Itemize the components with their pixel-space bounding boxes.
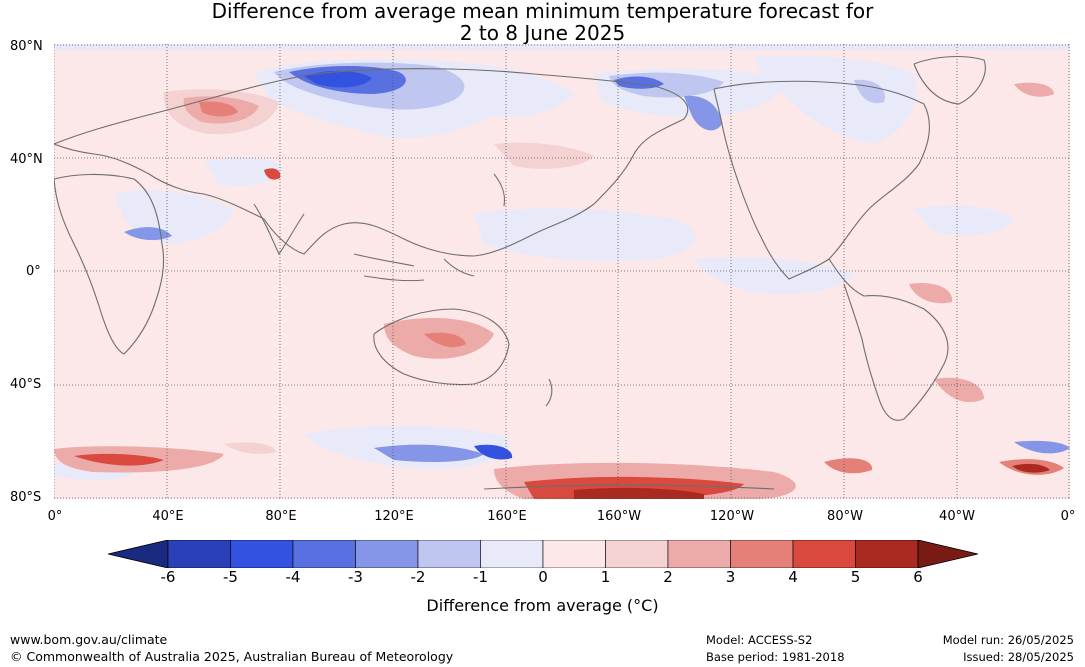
lat-label-80n: 80°N bbox=[10, 39, 43, 54]
lon-label-80w: 80°W bbox=[827, 509, 863, 524]
warm-spot-himalaya bbox=[264, 168, 281, 180]
colorbar bbox=[107, 539, 979, 569]
lat-label-0: 0° bbox=[26, 264, 41, 279]
title-line-1: Difference from average mean minimum tem… bbox=[211, 0, 874, 23]
model-text: Model: ACCESS-S2 bbox=[706, 633, 813, 647]
warm-region-antarctic bbox=[54, 442, 1064, 499]
colorbar-cell bbox=[605, 539, 669, 569]
lat-label-40s: 40°S bbox=[10, 377, 42, 392]
title-line-2: 2 to 8 June 2025 bbox=[459, 21, 626, 45]
colorbar-tick-label: 6 bbox=[913, 568, 923, 586]
lat-label-80s: 80°S bbox=[10, 490, 42, 505]
colorbar-tick-label: -5 bbox=[223, 568, 238, 586]
colorbar-tick-label: 4 bbox=[788, 568, 798, 586]
colorbar-extend-high bbox=[917, 539, 979, 569]
colorbar-svg bbox=[107, 539, 979, 569]
colorbar-cell bbox=[792, 539, 856, 569]
colorbar-cell bbox=[542, 539, 606, 569]
lon-label-160w: 160°W bbox=[596, 509, 642, 524]
cool-region-siberia bbox=[254, 58, 574, 138]
cool-region-canada bbox=[754, 55, 917, 144]
map-canvas bbox=[54, 44, 1070, 499]
footer-dates: Model run: 26/05/2025 Issued: 28/05/2025 bbox=[943, 632, 1074, 666]
colorbar-label: Difference from average (°C) bbox=[426, 596, 659, 615]
colorbar-tick-label: -4 bbox=[285, 568, 301, 586]
colorbar-tick-label: 3 bbox=[725, 568, 736, 586]
model-run-text: Model run: 26/05/2025 bbox=[942, 633, 1074, 647]
colorbar-cell bbox=[667, 539, 731, 569]
lon-label-40w: 40°W bbox=[939, 509, 975, 524]
colorbar-cell bbox=[230, 539, 294, 569]
chart-title: Difference from average mean minimum tem… bbox=[0, 0, 1085, 44]
lon-label-0: 0° bbox=[47, 509, 63, 524]
lon-label-120w: 120°W bbox=[709, 509, 755, 524]
colorbar-tick-label: -6 bbox=[160, 568, 176, 586]
coastlines bbox=[54, 56, 986, 490]
colorbar-tick-label: -1 bbox=[473, 568, 488, 586]
arctic-strip bbox=[54, 44, 1070, 50]
graticule bbox=[54, 44, 1070, 499]
lon-label-80e: 80°E bbox=[265, 509, 297, 524]
colorbar-cell bbox=[292, 539, 356, 569]
lon-label-160e: 160°E bbox=[487, 509, 527, 524]
copyright-text: © Commonwealth of Australia 2025, Austra… bbox=[10, 649, 454, 664]
colorbar-cell bbox=[480, 539, 544, 569]
colorbar-tick-label: 5 bbox=[850, 568, 861, 586]
colorbar-cell bbox=[855, 539, 919, 569]
footer-left: www.bom.gov.au/climate © Commonwealth of… bbox=[10, 631, 453, 665]
colorbar-cell bbox=[730, 539, 794, 569]
issued-text: Issued: 28/05/2025 bbox=[963, 650, 1074, 664]
colorbar-tick-label: 0 bbox=[538, 568, 548, 586]
colorbar-cell bbox=[417, 539, 481, 569]
colorbar-cell bbox=[355, 539, 419, 569]
footer-model-info: Model: ACCESS-S2 Base period: 1981-2018 bbox=[706, 632, 845, 666]
colorbar-cell bbox=[167, 539, 231, 569]
lon-label-120e: 120°E bbox=[374, 509, 414, 524]
lon-label-40e: 40°E bbox=[152, 509, 184, 524]
colorbar-tick-label: -2 bbox=[410, 568, 426, 586]
base-period-text: Base period: 1981-2018 bbox=[706, 650, 845, 664]
colorbar-extend-low bbox=[107, 539, 169, 569]
lat-label-40n: 40°N bbox=[10, 152, 43, 167]
cool-region-pacific bbox=[474, 208, 696, 261]
colorbar-tick-label: 1 bbox=[600, 568, 611, 586]
warm-region-eastern-europe bbox=[163, 89, 279, 135]
forecast-map bbox=[54, 44, 1070, 499]
colorbar-tick-label: 2 bbox=[663, 568, 673, 586]
website-link[interactable]: www.bom.gov.au/climate bbox=[10, 632, 168, 647]
lon-label-0-east: 0° bbox=[1060, 509, 1076, 524]
colorbar-tick-label: -3 bbox=[348, 568, 363, 586]
